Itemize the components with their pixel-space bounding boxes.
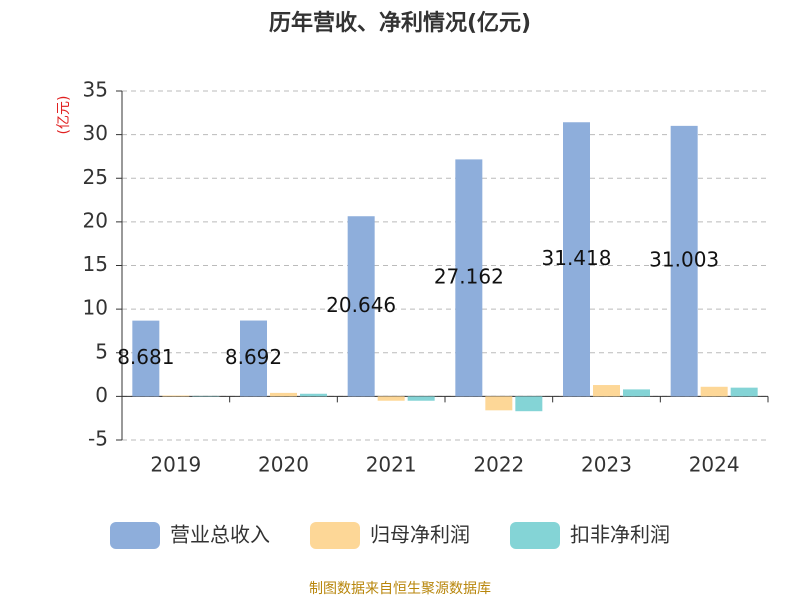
y-tick-label: 5	[95, 339, 108, 363]
y-tick-label: 15	[83, 252, 108, 276]
chart-title: 历年营收、净利情况(亿元)	[269, 10, 531, 36]
x-tick-label: 2023	[581, 453, 632, 477]
y-tick-label: -5	[88, 427, 108, 451]
bar	[455, 159, 483, 397]
bar	[377, 396, 405, 401]
y-tick-label: 10	[83, 296, 108, 320]
x-tick-label: 2020	[258, 453, 309, 477]
bar	[593, 385, 620, 397]
data-label: 27.162	[434, 264, 504, 288]
y-axis-unit: (亿元)	[56, 96, 72, 135]
bar	[132, 320, 160, 397]
x-tick-label: 2019	[150, 453, 201, 477]
x-tick-label: 2024	[689, 453, 740, 477]
data-label: 20.646	[326, 293, 396, 317]
y-tick-label: 35	[83, 78, 108, 102]
data-label: 31.418	[542, 246, 612, 270]
bar	[700, 386, 728, 397]
legend-label: 营业总收入	[170, 523, 270, 547]
y-tick-label: 25	[83, 165, 108, 189]
bar	[347, 216, 375, 397]
legend-label: 扣非净利润	[570, 523, 670, 547]
bar	[623, 389, 650, 397]
bar	[563, 122, 590, 397]
y-tick-label: 20	[83, 208, 108, 232]
bar	[407, 396, 435, 401]
bar	[670, 125, 698, 397]
data-label: 31.003	[649, 248, 719, 272]
legend-swatch	[310, 522, 360, 549]
bar	[162, 395, 190, 397]
bar	[515, 396, 543, 412]
bar	[485, 396, 513, 411]
y-tick-label: 0	[95, 383, 108, 407]
bar	[300, 393, 327, 397]
legend-swatch	[510, 522, 560, 549]
legend-swatch	[110, 522, 160, 549]
legend-label: 归母净利润	[370, 523, 470, 547]
x-tick-label: 2021	[366, 453, 417, 477]
bar	[270, 392, 297, 397]
bar	[240, 320, 267, 397]
x-tick-label: 2022	[473, 453, 524, 477]
data-label: 8.681	[117, 345, 174, 369]
bar	[730, 387, 758, 397]
data-label: 8.692	[225, 345, 282, 369]
source-note: 制图数据来自恒生聚源数据库	[309, 581, 491, 597]
y-tick-label: 30	[83, 121, 108, 145]
